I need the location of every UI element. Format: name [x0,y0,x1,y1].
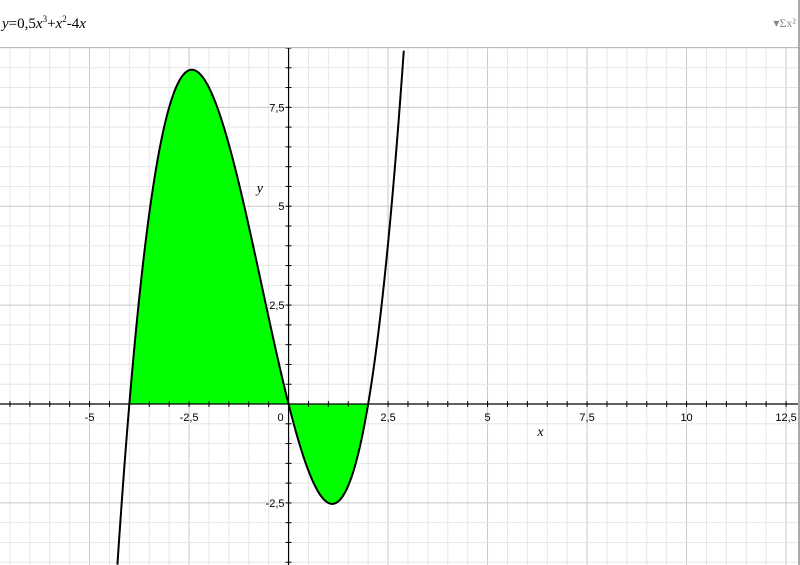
x-tick-label: -5 [85,412,95,424]
x-tick-label: -2,5 [180,412,199,424]
y-tick-label: 7,5 [269,102,284,114]
eq-exp: 2 [62,14,67,24]
x-tick-label: 2,5 [380,412,395,424]
equation-field[interactable]: y=0,5x3+x2-4x [2,14,86,33]
x-tick-label: 7,5 [579,412,594,424]
eq-y: y [2,16,9,32]
eq-part: -4 [66,16,80,32]
x-tick-label: 5 [484,412,490,424]
eq-x: x [55,16,63,32]
equation-bar: y=0,5x3+x2-4x ▾Σx² [0,0,800,48]
y-axis-label: y [255,181,264,196]
eq-x: x [79,16,86,32]
y-tick-label: 2,5 [269,300,284,312]
y-tick-label: -2,5 [266,498,285,510]
x-axis-label: x [536,425,544,440]
sigma-icon[interactable]: ▾Σx² [773,16,796,30]
x-tick-label: 10 [680,412,692,424]
eq-x: x [35,16,43,32]
grid [0,48,800,565]
axes [0,48,800,565]
eq-part: + [47,16,56,32]
eq-exp: 3 [42,14,48,24]
y-tick-label: 5 [278,201,284,213]
area-fill [129,69,369,504]
graph-canvas[interactable]: -5 -2,5 0 2,5 5 7,5 10 12,5 -2,5 2,5 5 7,5 x y [0,48,800,565]
window-edge [798,0,800,565]
x-tick-label: 0 [277,412,283,424]
eq-part: =0,5 [8,16,36,32]
x-tick-label: 12,5 [775,412,796,424]
function-curve[interactable] [116,50,405,565]
